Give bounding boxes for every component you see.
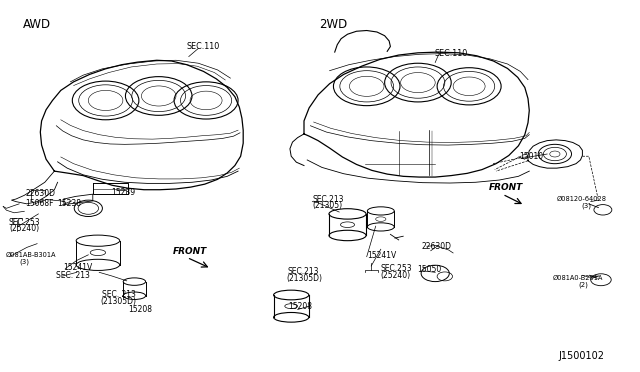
Text: 15238: 15238	[58, 199, 82, 208]
Text: 22630D: 22630D	[421, 242, 451, 251]
Text: (21305): (21305)	[312, 201, 342, 210]
Text: SEC.253: SEC.253	[381, 264, 412, 273]
Text: SEC. 213: SEC. 213	[56, 271, 90, 280]
Text: (25240): (25240)	[9, 224, 39, 233]
Text: SEC.110: SEC.110	[186, 42, 220, 51]
Text: SEC.213: SEC.213	[312, 195, 344, 203]
Text: SEC.253: SEC.253	[9, 218, 40, 227]
Text: SEC.213: SEC.213	[288, 267, 319, 276]
Text: Ø081AB-B301A: Ø081AB-B301A	[6, 252, 56, 258]
Text: 2WD: 2WD	[319, 18, 347, 31]
Text: FRONT: FRONT	[173, 247, 207, 256]
Text: 15208: 15208	[128, 305, 152, 314]
Text: 15239: 15239	[111, 188, 136, 197]
Text: 15010: 15010	[520, 153, 544, 161]
Text: Ø08120-64028: Ø08120-64028	[557, 196, 607, 202]
Text: J1500102: J1500102	[558, 352, 604, 361]
Text: 15208: 15208	[288, 302, 312, 311]
Text: SEC. 213: SEC. 213	[102, 290, 136, 299]
Text: 15241V: 15241V	[367, 251, 396, 260]
Text: SEC.110: SEC.110	[435, 49, 468, 58]
Text: 15068F: 15068F	[26, 199, 54, 208]
Text: 22630D: 22630D	[26, 189, 56, 198]
Text: (25240): (25240)	[381, 271, 411, 280]
Text: (21305D): (21305D)	[286, 274, 322, 283]
Text: Ø081A0-B201A: Ø081A0-B201A	[552, 275, 603, 281]
Text: (21305D): (21305D)	[100, 297, 136, 306]
Text: AWD: AWD	[23, 18, 51, 31]
Text: FRONT: FRONT	[489, 183, 524, 192]
Text: 15050: 15050	[417, 265, 442, 274]
Text: (3): (3)	[19, 258, 29, 265]
Text: (2): (2)	[579, 282, 588, 288]
Text: (3): (3)	[581, 202, 591, 209]
Text: 15241V: 15241V	[63, 263, 92, 272]
